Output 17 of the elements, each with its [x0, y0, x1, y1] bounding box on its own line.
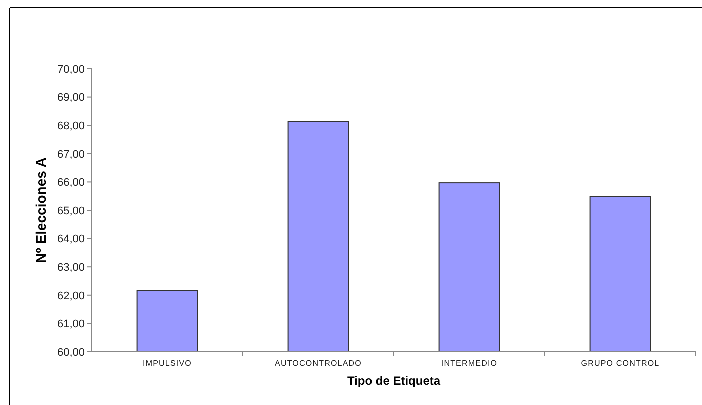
y-axis-title: Nº Elecciones A — [33, 158, 49, 264]
y-tick-label: 68,00 — [57, 120, 85, 132]
y-tick-label: 66,00 — [57, 177, 85, 190]
x-tick-label: INTERMEDIO — [441, 359, 498, 368]
x-tick-label: AUTOCONTROLADO — [275, 359, 362, 368]
y-tick-label: 63,00 — [57, 262, 85, 274]
x-tick-label: GRUPO CONTROL — [581, 359, 660, 368]
y-tick-label: 70,00 — [57, 64, 85, 76]
y-tick-label: 65,00 — [57, 205, 85, 218]
y-tick-label: 64,00 — [57, 234, 85, 246]
y-tick-label: 61,00 — [57, 318, 85, 331]
y-tick-label: 69,00 — [57, 92, 85, 104]
x-tick-label: IMPULSIVO — [143, 359, 192, 368]
y-tick-label: 62,00 — [57, 290, 85, 302]
x-axis-title: Tipo de Etiqueta — [347, 374, 441, 388]
y-tick-label: 67,00 — [57, 148, 85, 161]
y-tick-label: 60,00 — [57, 346, 85, 359]
